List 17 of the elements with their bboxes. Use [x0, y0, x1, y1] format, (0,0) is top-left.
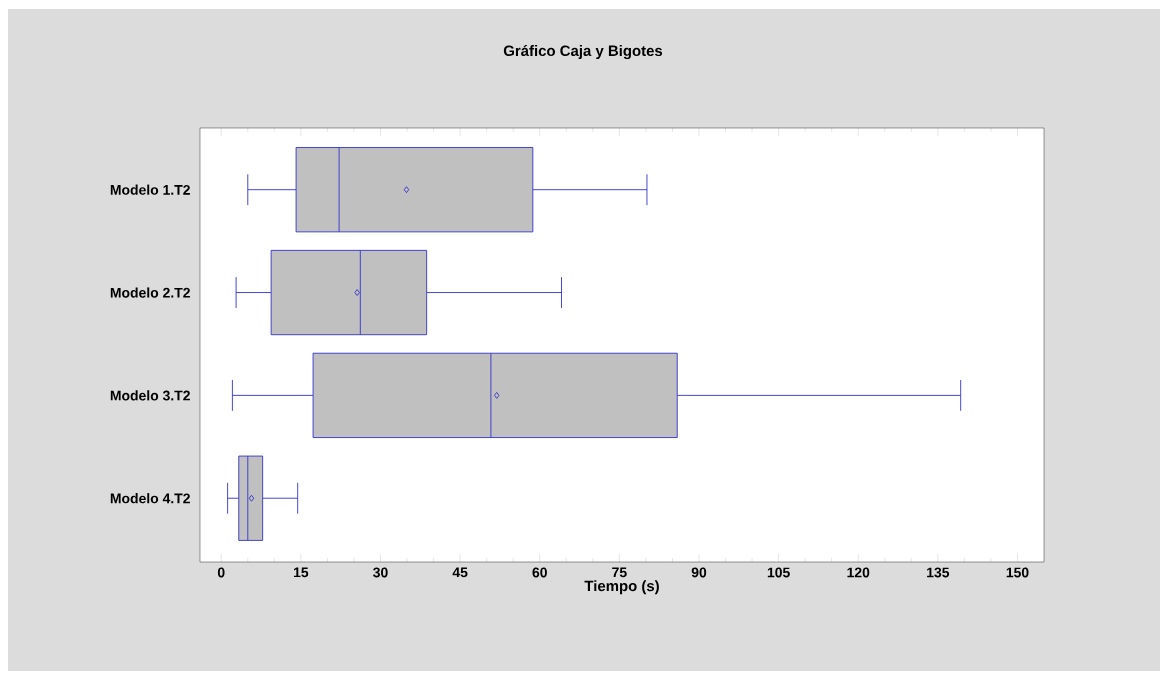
chart-title: Gráfico Caja y Bigotes — [503, 44, 663, 60]
x-tick-label: 45 — [452, 567, 468, 578]
x-tick-label: 150 — [1006, 567, 1029, 578]
y-tick-label: Modelo 1.T2 — [110, 184, 190, 195]
x-tick-label: 120 — [847, 567, 870, 578]
x-tick-label: 0 — [217, 567, 225, 578]
x-tick-label: 135 — [927, 567, 950, 578]
y-tick-label: Modelo 4.T2 — [110, 493, 190, 504]
x-axis-title: Tiempo (s) — [584, 580, 659, 595]
x-tick-label: 90 — [691, 567, 707, 578]
x-tick-label: 30 — [373, 567, 388, 578]
x-tick-label: 105 — [767, 567, 790, 578]
y-tick-label: Modelo 3.T2 — [110, 390, 190, 401]
y-tick-label: Modelo 2.T2 — [110, 287, 190, 298]
x-tick-label: 15 — [293, 567, 309, 578]
x-tick-label: 75 — [612, 567, 627, 578]
x-tick-label: 60 — [532, 567, 547, 578]
